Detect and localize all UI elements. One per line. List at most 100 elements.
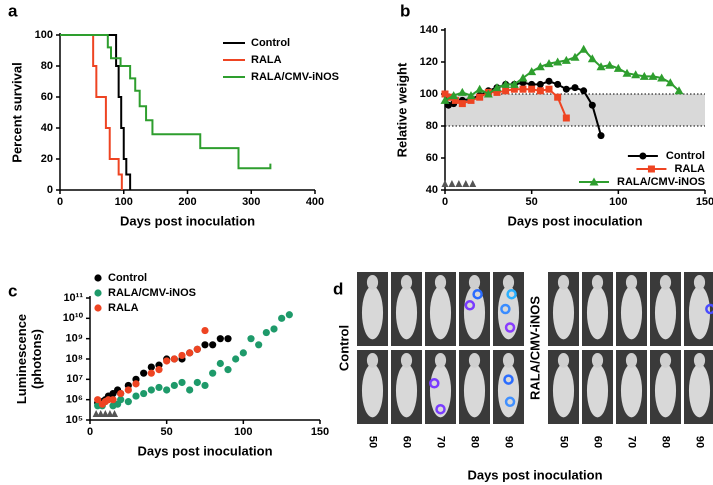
y-tick-label: 40 bbox=[41, 122, 53, 134]
mouse-body bbox=[654, 364, 677, 418]
survival-curve bbox=[60, 34, 272, 170]
marker bbox=[163, 357, 171, 365]
marker bbox=[132, 392, 140, 400]
mouse-body bbox=[688, 364, 711, 418]
marker bbox=[536, 87, 544, 95]
marker bbox=[94, 304, 102, 312]
marker bbox=[147, 369, 155, 377]
x-tick-label: 50 bbox=[161, 426, 173, 438]
mouse-body bbox=[429, 286, 452, 340]
marker bbox=[170, 355, 178, 363]
panel-label: b bbox=[400, 1, 410, 20]
marker bbox=[178, 351, 186, 360]
marker bbox=[147, 363, 155, 371]
y-tick-label: 10⁹ bbox=[66, 333, 83, 345]
marker bbox=[509, 79, 519, 88]
column-label: 90 bbox=[503, 436, 515, 448]
y-tick-label: 10⁶ bbox=[66, 394, 83, 406]
y-tick-label: 80 bbox=[426, 120, 438, 132]
luminescence-spot bbox=[504, 396, 516, 408]
legend-label: RALA/CMV-iNOS bbox=[108, 287, 196, 299]
row-label: RALA/CMV-iNOS bbox=[527, 296, 542, 400]
mouse-head bbox=[659, 274, 672, 290]
mouse-head bbox=[366, 274, 379, 290]
treatment-marker bbox=[101, 410, 109, 417]
y-axis-label: Luminescence bbox=[14, 314, 29, 404]
x-tick-label: 200 bbox=[178, 196, 196, 208]
x-axis-label: Days post inoculation bbox=[467, 467, 602, 482]
reference-band bbox=[445, 94, 705, 126]
marker bbox=[155, 383, 163, 392]
y-axis-label: Relative weight bbox=[394, 62, 409, 157]
mouse-body bbox=[586, 286, 609, 340]
marker bbox=[492, 83, 502, 92]
y-tick-label: 60 bbox=[426, 152, 438, 164]
marker bbox=[117, 389, 125, 398]
marker bbox=[163, 386, 171, 394]
treatment-marker bbox=[111, 410, 119, 417]
y-tick-label: 0 bbox=[47, 184, 53, 196]
column-label: 80 bbox=[469, 436, 481, 448]
x-axis-label: Days post inoculation bbox=[507, 213, 642, 228]
treatment-marker bbox=[448, 180, 456, 187]
marker bbox=[186, 386, 194, 394]
marker bbox=[545, 85, 553, 93]
mouse-body bbox=[552, 286, 575, 340]
marker bbox=[493, 88, 501, 96]
marker bbox=[457, 87, 467, 96]
marker bbox=[613, 63, 623, 72]
mouse-head bbox=[468, 352, 481, 368]
y-axis-label: (photons) bbox=[29, 329, 44, 389]
marker bbox=[544, 59, 554, 68]
marker bbox=[535, 62, 545, 71]
marker bbox=[510, 85, 518, 93]
luminescence-spot bbox=[705, 303, 713, 315]
marker bbox=[451, 96, 459, 104]
y-tick-label: 100 bbox=[420, 88, 438, 100]
marker bbox=[588, 101, 596, 109]
marker bbox=[554, 80, 562, 88]
marker bbox=[232, 355, 240, 363]
marker bbox=[449, 91, 459, 100]
x-tick-label: 150 bbox=[311, 426, 329, 438]
mouse-body bbox=[654, 286, 677, 340]
marker bbox=[527, 67, 537, 76]
marker bbox=[597, 132, 605, 140]
y-axis-label: Percent survival bbox=[9, 62, 24, 162]
marker bbox=[502, 87, 510, 95]
marker bbox=[528, 85, 536, 93]
marker bbox=[140, 369, 148, 377]
luminescence-spot bbox=[506, 288, 517, 300]
luminescence-spot bbox=[435, 403, 446, 415]
column-label: 60 bbox=[592, 436, 604, 448]
marker bbox=[561, 55, 571, 64]
mouse-body bbox=[620, 364, 643, 418]
x-tick-label: 300 bbox=[242, 196, 260, 208]
mouse-head bbox=[557, 352, 570, 368]
marker bbox=[441, 90, 449, 98]
luminescence-spot bbox=[503, 374, 514, 385]
treatment-marker bbox=[455, 180, 463, 187]
legend-label: Control bbox=[251, 37, 290, 49]
legend-label: RALA/CMV-iNOS bbox=[617, 176, 705, 188]
y-tick-label: 10⁸ bbox=[66, 353, 83, 365]
marker bbox=[440, 95, 450, 104]
treatment-marker bbox=[106, 410, 114, 417]
luminescence-spot bbox=[464, 300, 476, 311]
marker bbox=[501, 79, 511, 88]
mouse-head bbox=[400, 274, 413, 290]
marker bbox=[562, 114, 570, 122]
mouse-body bbox=[620, 286, 643, 340]
treatment-marker bbox=[462, 180, 470, 187]
marker bbox=[553, 57, 563, 66]
mouse-head bbox=[502, 274, 515, 290]
mouse-head bbox=[468, 274, 481, 290]
x-tick-label: 0 bbox=[57, 196, 63, 208]
mouse-body bbox=[497, 364, 520, 418]
y-tick-label: 10⁵ bbox=[66, 414, 83, 426]
marker bbox=[554, 93, 562, 101]
mouse-body bbox=[361, 364, 384, 418]
survival-curve bbox=[60, 34, 132, 190]
y-tick-label: 40 bbox=[426, 184, 438, 196]
